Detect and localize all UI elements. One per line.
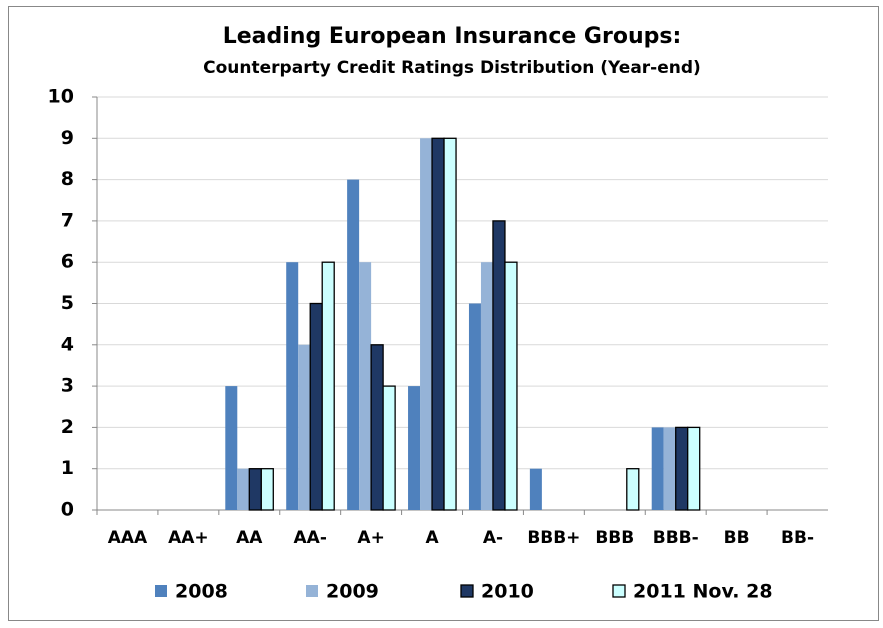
bar — [420, 138, 433, 511]
x-tick-label: BB — [724, 528, 750, 548]
y-tick-label: 9 — [61, 127, 74, 149]
bar — [382, 385, 396, 511]
legend-label: 2010 — [481, 581, 534, 603]
bar — [321, 261, 335, 511]
x-tick-label: BBB — [595, 528, 634, 548]
bar — [492, 220, 506, 511]
bar — [529, 468, 542, 510]
y-tick-label: 0 — [61, 499, 74, 521]
legend-swatch — [306, 585, 318, 597]
x-tick-label: AA — [236, 528, 263, 548]
bar — [687, 426, 701, 511]
legend-label: 2011 Nov. 28 — [633, 581, 773, 603]
x-tick-label: BBB- — [653, 528, 699, 548]
y-tick-label: 4 — [61, 333, 74, 355]
y-tick-label: 10 — [48, 86, 74, 108]
y-tick-label: 1 — [61, 457, 74, 479]
bar — [626, 468, 640, 511]
bar — [431, 137, 445, 511]
x-tick-label: AAA — [108, 528, 148, 548]
bar — [504, 261, 518, 511]
legend-label: 2009 — [326, 581, 379, 603]
bar — [408, 386, 421, 510]
x-tick-label: BB- — [781, 528, 814, 548]
bar — [225, 386, 238, 510]
legend-swatch — [460, 584, 474, 598]
bar — [260, 468, 274, 511]
y-tick-label: 2 — [61, 416, 74, 438]
bar — [298, 344, 311, 510]
chart-title: Leading European Insurance Groups: — [223, 24, 682, 49]
chart-subtitle: Counterparty Credit Ratings Distribution… — [203, 58, 701, 78]
x-tick-label: A+ — [357, 528, 384, 548]
bar — [663, 427, 676, 510]
bar — [443, 137, 457, 511]
bar — [480, 262, 493, 510]
x-tick-label: A — [425, 528, 439, 548]
bar — [248, 468, 262, 511]
x-tick-label: AA- — [294, 528, 327, 548]
bar — [359, 262, 372, 510]
y-tick-label: 7 — [61, 209, 74, 231]
bar — [237, 468, 250, 510]
bar — [370, 344, 384, 511]
bar — [675, 426, 689, 511]
bar — [651, 427, 664, 510]
bar — [347, 179, 360, 510]
bar — [309, 302, 323, 511]
y-tick-label: 5 — [61, 292, 74, 314]
legend-swatch — [612, 584, 626, 598]
y-tick-label: 8 — [61, 168, 74, 190]
x-tick-label: AA+ — [168, 528, 209, 548]
y-tick-label: 6 — [61, 251, 74, 273]
legend-swatch — [155, 585, 167, 597]
x-tick-label: A- — [483, 528, 503, 548]
y-tick-label: 3 — [61, 375, 74, 397]
x-tick-label: BBB+ — [527, 528, 580, 548]
bar — [286, 262, 299, 510]
bar — [468, 303, 481, 510]
legend-label: 2008 — [175, 581, 228, 603]
